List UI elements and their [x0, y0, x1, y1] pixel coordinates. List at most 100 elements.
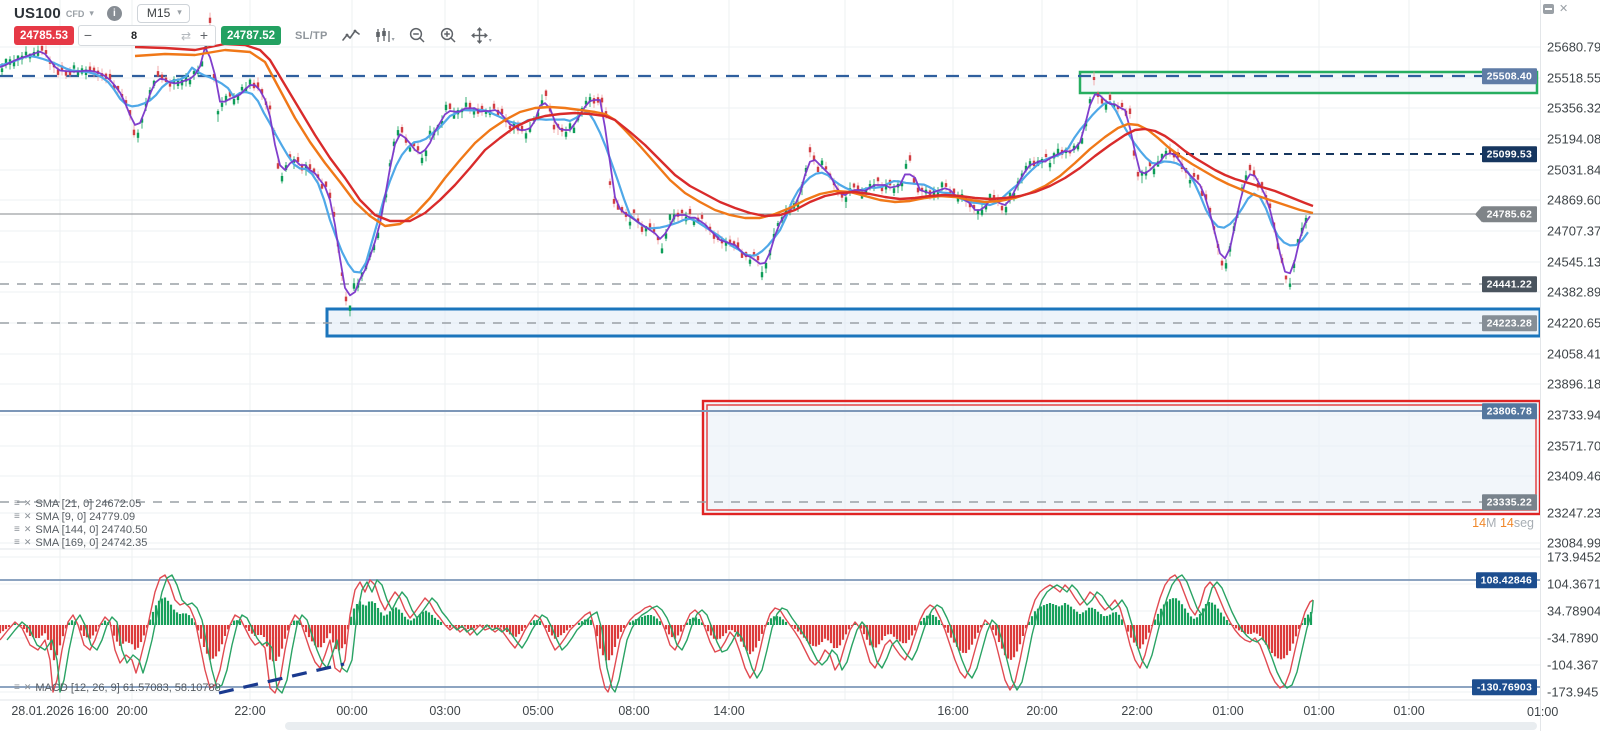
countdown-seconds: 14 — [1499, 516, 1514, 530]
sma9-line — [0, 46, 1311, 297]
legend-remove-icon[interactable]: ✕ — [23, 511, 32, 521]
sma169-line — [134, 42, 1314, 223]
timeframe-select[interactable]: M15 ▾ — [136, 3, 190, 23]
axis-tick: 24707.37 — [1547, 223, 1600, 239]
axis-tick: 173.9452 — [1547, 549, 1600, 565]
volume-decrease-button[interactable]: − — [83, 27, 93, 43]
sell-button[interactable]: 24785.53 — [14, 26, 74, 45]
legend-label: SMA [144, 0] 24740.50 — [35, 523, 148, 536]
supply-zone-green — [1078, 70, 1539, 95]
timeframe-caret-icon: ▾ — [177, 7, 182, 17]
time-tick: 14:00 — [713, 704, 745, 718]
price-level-badge[interactable]: 24223.28 — [1481, 315, 1537, 331]
legend-remove-icon[interactable]: ✕ — [23, 537, 32, 547]
axis-tick: -104.367 — [1547, 657, 1599, 673]
horizontal-scrollbar[interactable] — [285, 722, 1537, 730]
axis-tick: 23409.46 — [1547, 468, 1600, 484]
refresh-icon[interactable]: ⇄ — [180, 28, 191, 43]
order-toolbar: 24785.53 − 8 ⇄ + 24787.52 SL/TP ▾ ▾ — [14, 25, 492, 46]
axis-tick: 104.3671 — [1547, 576, 1600, 592]
candle-countdown: 14M 14seg — [1472, 516, 1534, 530]
time-tick: 22:00 — [1121, 704, 1153, 718]
price-level-badge[interactable]: 108.42846 — [1475, 572, 1537, 588]
legend-remove-icon[interactable]: ✕ — [23, 498, 32, 508]
legend-panel-icon[interactable]: ≡ — [14, 510, 20, 522]
time-tick: 08:00 — [618, 704, 650, 718]
sma21-line — [0, 54, 1309, 274]
legend-panel-icon[interactable]: ≡ — [14, 681, 20, 693]
axis-tick: 23571.70 — [1547, 438, 1600, 454]
demand-zone-red — [701, 399, 1540, 516]
volume-value[interactable]: 8 — [131, 29, 138, 42]
time-tick: 01:00 — [1212, 704, 1244, 718]
buy-button[interactable]: 24787.52 — [221, 26, 281, 45]
legend-row: ≡ ✕ SMA [21, 0] 24672.05 — [14, 497, 147, 510]
legend-remove-icon[interactable]: ✕ — [23, 682, 32, 692]
sma-legend: ≡ ✕ SMA [21, 0] 24672.05 ≡ ✕ SMA [9, 0] 24779… — [14, 497, 147, 549]
axis-tick: 23247.23 — [1547, 505, 1600, 521]
price-level-badge[interactable]: -130.76903 — [1471, 679, 1537, 695]
axis-tick: 25680.79 — [1547, 39, 1600, 55]
chart-canvas[interactable] — [0, 0, 1540, 731]
legend-panel-icon[interactable]: ≡ — [14, 497, 20, 509]
axis-tick: 23733.94 — [1547, 407, 1600, 423]
timeframe-value: M15 — [146, 5, 171, 20]
macd-line — [0, 574, 1314, 694]
axis-tick: 25518.55 — [1547, 70, 1600, 86]
symbol-type: CFD — [65, 9, 85, 19]
axis-tick: 23896.18 — [1547, 376, 1600, 392]
axis-tick: 34.78904 — [1547, 603, 1600, 619]
axis-tick: -173.945 — [1547, 684, 1599, 700]
info-icon[interactable]: i — [106, 5, 122, 21]
time-tick: 16:00 — [937, 704, 969, 718]
countdown-minutes: 14 — [1472, 516, 1487, 530]
legend-label: MACD [12, 26, 9] 61.57083, 58.10788 — [35, 681, 221, 694]
volume-stepper: − 8 ⇄ + — [78, 25, 216, 46]
macd-signal-line — [6, 574, 1314, 694]
sltp-label[interactable]: SL/TP — [295, 29, 328, 42]
axis-tick: -34.7890 — [1547, 630, 1599, 646]
axis-tick: 24058.41 — [1547, 346, 1600, 362]
time-tick: 00:00 — [336, 704, 368, 718]
line-chart-tool-icon[interactable] — [341, 29, 361, 43]
axis-tick: 24382.89 — [1547, 284, 1600, 300]
zoom-out-icon[interactable] — [409, 27, 426, 44]
symbol-dropdown-caret-icon[interactable]: ▾ — [89, 7, 94, 18]
pan-caret-icon: ▾ — [488, 38, 492, 44]
minimize-icon[interactable] — [1543, 4, 1554, 14]
time-tick: 01:00 — [1303, 704, 1335, 718]
indicators-icon[interactable]: ▾ — [375, 28, 395, 43]
corner-time-label: 01:00 — [1527, 705, 1559, 719]
legend-label: SMA [9, 0] 24779.09 — [35, 510, 136, 523]
sma144-line — [134, 48, 1314, 228]
price-level-badge[interactable]: 25508.40 — [1481, 68, 1537, 84]
axis-tick: 25194.08 — [1547, 131, 1600, 147]
time-tick: 03:00 — [429, 704, 461, 718]
axis-tick: 25031.84 — [1547, 162, 1600, 178]
price-level-badge[interactable]: 25099.53 — [1481, 146, 1537, 162]
price-axis[interactable]: 25680.79 25518.55 25356.32 25194.08 25031.84… — [1527, 0, 1600, 731]
legend-panel-icon[interactable]: ≡ — [14, 536, 20, 548]
legend-label: SMA [169, 0] 24742.35 — [35, 536, 148, 549]
time-tick: 22:00 — [234, 704, 266, 718]
price-level-badge[interactable]: 23335.22 — [1481, 494, 1537, 510]
price-level-badge[interactable]: 23806.78 — [1481, 403, 1537, 419]
indicators-caret-icon: ▾ — [391, 37, 395, 43]
legend-panel-icon[interactable]: ≡ — [14, 523, 20, 535]
close-icon[interactable]: ✕ — [1559, 3, 1569, 15]
price-level-badge[interactable]: 24785.62 — [1474, 206, 1537, 222]
macd-legend: ≡ ✕ MACD [12, 26, 9] 61.57083, 58.10788 — [14, 681, 221, 694]
axis-tick: 24869.60 — [1547, 192, 1600, 208]
symbol-name: US100 — [14, 4, 61, 22]
macd-support-trendline — [218, 662, 345, 695]
price-level-badge[interactable]: 24441.22 — [1481, 276, 1537, 292]
pan-move-icon[interactable]: ▾ — [470, 27, 492, 44]
time-axis[interactable]: 28.01.2026 16:00 20:00 22:00 00:00 03:00 05:0… — [0, 704, 1540, 722]
legend-label: SMA [21, 0] 24672.05 — [35, 497, 142, 510]
legend-remove-icon[interactable]: ✕ — [23, 524, 32, 534]
legend-row: ≡ ✕ SMA [9, 0] 24779.09 — [14, 510, 147, 523]
axis-tick: 23084.99 — [1547, 535, 1600, 551]
zoom-in-icon[interactable] — [440, 27, 457, 44]
volume-increase-button[interactable]: + — [199, 27, 209, 43]
